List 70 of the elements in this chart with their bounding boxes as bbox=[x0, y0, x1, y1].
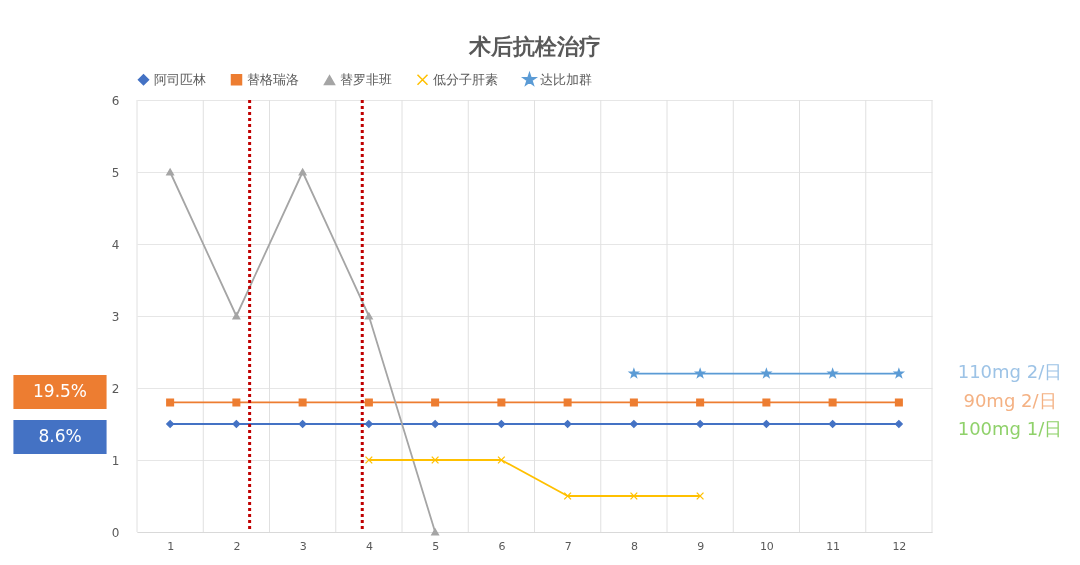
point bbox=[828, 420, 837, 428]
point bbox=[761, 368, 772, 378]
x-tick-label: 10 bbox=[759, 539, 774, 553]
legend-label: 达比加群 bbox=[540, 71, 592, 87]
legend-label: 替格瑞洛 bbox=[247, 71, 299, 87]
y-tick-label: 6 bbox=[111, 93, 120, 108]
point bbox=[762, 398, 771, 407]
x-tick-label: 1 bbox=[167, 539, 175, 553]
point bbox=[762, 420, 771, 428]
text: 110mg 2/日 bbox=[957, 361, 1063, 382]
point bbox=[431, 456, 440, 464]
point bbox=[696, 420, 705, 428]
y-tick-label: 3 bbox=[111, 309, 120, 324]
x-tick-label: 9 bbox=[697, 539, 705, 553]
point bbox=[563, 492, 572, 500]
point bbox=[431, 528, 440, 536]
point bbox=[298, 168, 307, 176]
point bbox=[431, 398, 440, 407]
point bbox=[364, 420, 373, 428]
point bbox=[629, 492, 638, 500]
text: 8.6% bbox=[38, 426, 82, 446]
point bbox=[497, 420, 506, 428]
point bbox=[431, 420, 440, 428]
point bbox=[298, 398, 307, 407]
point bbox=[629, 420, 638, 428]
y-tick-label: 1 bbox=[111, 453, 120, 468]
y-tick-label: 4 bbox=[111, 237, 120, 252]
point bbox=[894, 368, 904, 378]
point bbox=[232, 420, 241, 428]
x-tick-label: 8 bbox=[630, 539, 638, 553]
point bbox=[166, 420, 175, 428]
point bbox=[232, 312, 241, 320]
y-tick-label: 2 bbox=[111, 381, 120, 396]
point bbox=[894, 420, 903, 428]
x-tick-label: 4 bbox=[365, 539, 373, 553]
x-tick-label: 11 bbox=[826, 539, 841, 553]
point bbox=[364, 456, 373, 464]
point bbox=[828, 398, 837, 407]
point bbox=[894, 398, 903, 407]
legend-label: 替罗非班 bbox=[340, 72, 392, 88]
point bbox=[497, 456, 506, 464]
point bbox=[696, 492, 705, 500]
text: 100mg 1/日 bbox=[957, 418, 1063, 439]
point bbox=[695, 368, 705, 378]
point bbox=[563, 420, 572, 428]
point bbox=[298, 420, 307, 428]
x-tick-label: 3 bbox=[299, 539, 307, 553]
legend-label: 低分子肝素 bbox=[433, 71, 498, 87]
point bbox=[696, 398, 705, 407]
point bbox=[827, 368, 838, 378]
point bbox=[629, 398, 638, 407]
point bbox=[563, 398, 572, 407]
x-tick-label: 2 bbox=[233, 539, 241, 553]
point bbox=[166, 168, 175, 176]
x-tick-label: 6 bbox=[498, 539, 506, 553]
text: 19.5% bbox=[32, 381, 88, 401]
point bbox=[364, 398, 373, 407]
point bbox=[364, 312, 373, 320]
x-tick-label: 12 bbox=[892, 539, 907, 553]
legend-label: 阿司匹林 bbox=[154, 71, 206, 87]
point bbox=[232, 398, 241, 407]
point bbox=[497, 398, 506, 407]
x-tick-label: 7 bbox=[564, 539, 572, 553]
point bbox=[629, 368, 639, 378]
point bbox=[166, 398, 175, 407]
y-tick-label: 5 bbox=[111, 165, 120, 180]
x-tick-label: 5 bbox=[432, 539, 440, 553]
chart-title: 术后抗栓治疗 bbox=[467, 34, 601, 59]
y-tick-label: 0 bbox=[111, 525, 120, 540]
text: 90mg 2/日 bbox=[963, 390, 1057, 411]
